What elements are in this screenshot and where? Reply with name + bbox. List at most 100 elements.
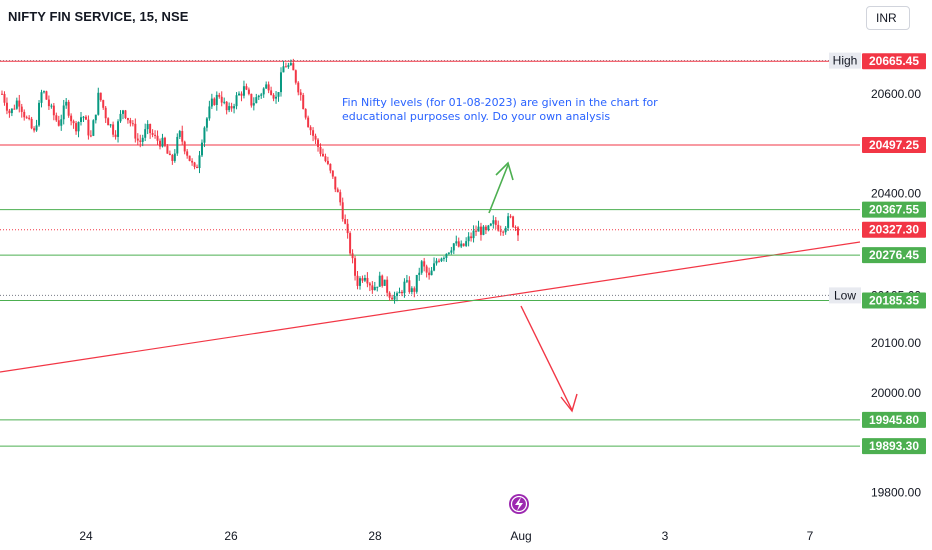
- x-tick-label: 26: [224, 529, 238, 543]
- currency-selector[interactable]: INR: [866, 6, 910, 30]
- candle-body: [20, 106, 23, 112]
- candle-body: [151, 133, 154, 135]
- candle-body: [228, 106, 231, 111]
- candle-body: [272, 94, 275, 99]
- candle-body: [225, 101, 228, 111]
- candle-body: [455, 241, 458, 244]
- candle-body: [75, 123, 78, 132]
- candle-body: [87, 119, 90, 136]
- candle-body: [84, 116, 87, 120]
- candle-body: [124, 110, 127, 118]
- candle-body: [420, 261, 423, 273]
- candle-body: [252, 103, 255, 106]
- candle-body: [220, 96, 223, 103]
- support-tag: 19893.30: [869, 439, 919, 453]
- candle-body: [102, 100, 105, 108]
- candle-body: [492, 220, 495, 224]
- candle-body: [265, 84, 268, 89]
- resistance-tag-bg: [862, 137, 926, 154]
- candle-body: [171, 155, 174, 161]
- candle-body: [388, 292, 391, 298]
- candle-body: [92, 120, 95, 136]
- candle-body: [440, 258, 443, 262]
- candle-body: [267, 84, 270, 91]
- level-lines: [0, 60, 860, 447]
- candle-body: [329, 163, 332, 171]
- event-marker[interactable]: [509, 494, 529, 514]
- candle-body: [297, 82, 300, 93]
- candle-body: [363, 277, 366, 281]
- candle-body: [415, 274, 418, 292]
- candle-body: [279, 72, 282, 93]
- candle-body: [452, 243, 455, 251]
- candle-body: [203, 127, 206, 143]
- candle-body: [65, 101, 68, 106]
- candle-body: [196, 166, 199, 169]
- annotation-line-2: educational purposes only. Do your own a…: [342, 110, 610, 123]
- candle-body: [163, 137, 166, 146]
- candle-body: [408, 280, 411, 293]
- high-label: High: [833, 54, 858, 68]
- arrow-up-head: [495, 161, 514, 181]
- candle-body: [205, 118, 208, 128]
- candle-body: [398, 291, 401, 294]
- candle-body: [257, 95, 260, 98]
- candle-body: [262, 88, 265, 95]
- candle-body: [442, 257, 445, 259]
- candle-body: [223, 101, 226, 103]
- candle-body: [428, 272, 431, 276]
- candle-body: [235, 95, 238, 107]
- candle-body: [312, 130, 315, 136]
- candle-body: [260, 94, 263, 96]
- x-tick-label: 24: [79, 529, 93, 543]
- support-tag: 19945.80: [869, 413, 919, 427]
- candle-body: [339, 192, 342, 203]
- candle-body: [176, 136, 179, 154]
- candle-body: [213, 98, 216, 105]
- trendline: [0, 241, 861, 373]
- candle-body: [517, 227, 519, 236]
- candle-body: [200, 142, 203, 156]
- candle-body: [341, 202, 344, 220]
- candle-body: [302, 95, 305, 110]
- candle-body: [114, 134, 117, 137]
- candle-body: [186, 151, 189, 156]
- x-tick-label: 3: [662, 529, 669, 543]
- candle-body: [378, 275, 381, 287]
- candle-body: [188, 155, 191, 161]
- candle-body: [149, 123, 152, 134]
- candle-body: [403, 281, 406, 294]
- arrow-down-shaft: [520, 305, 573, 411]
- candle-body: [45, 91, 48, 100]
- candle-body: [10, 108, 13, 114]
- candle-body: [112, 124, 115, 135]
- candle-body: [159, 140, 162, 147]
- candle-body: [109, 124, 112, 126]
- candle-body: [484, 226, 487, 231]
- candle-body: [215, 94, 218, 105]
- candle-body: [242, 86, 245, 96]
- candle-body: [47, 99, 50, 107]
- candle-body: [230, 106, 233, 109]
- candle-body: [294, 70, 297, 83]
- support-tag-bg: [862, 247, 926, 264]
- candle-body: [435, 260, 438, 264]
- candle-body: [107, 118, 110, 126]
- candle-body: [94, 114, 97, 121]
- candle-body: [13, 108, 16, 110]
- y-tick-label: 20600.00: [871, 87, 921, 101]
- candle-body: [356, 275, 359, 286]
- candle-body: [178, 131, 181, 137]
- candle-body: [70, 115, 73, 122]
- candle-body: [218, 94, 221, 97]
- x-tick-label: 7: [807, 529, 814, 543]
- low-label-bg: [829, 287, 861, 304]
- candle-body: [77, 121, 80, 132]
- arrow-layer: [488, 161, 578, 413]
- candle-body: [139, 140, 142, 142]
- candle-body: [494, 220, 497, 225]
- candle-body: [497, 224, 500, 231]
- candle-body: [349, 233, 352, 254]
- candle-body: [119, 113, 122, 122]
